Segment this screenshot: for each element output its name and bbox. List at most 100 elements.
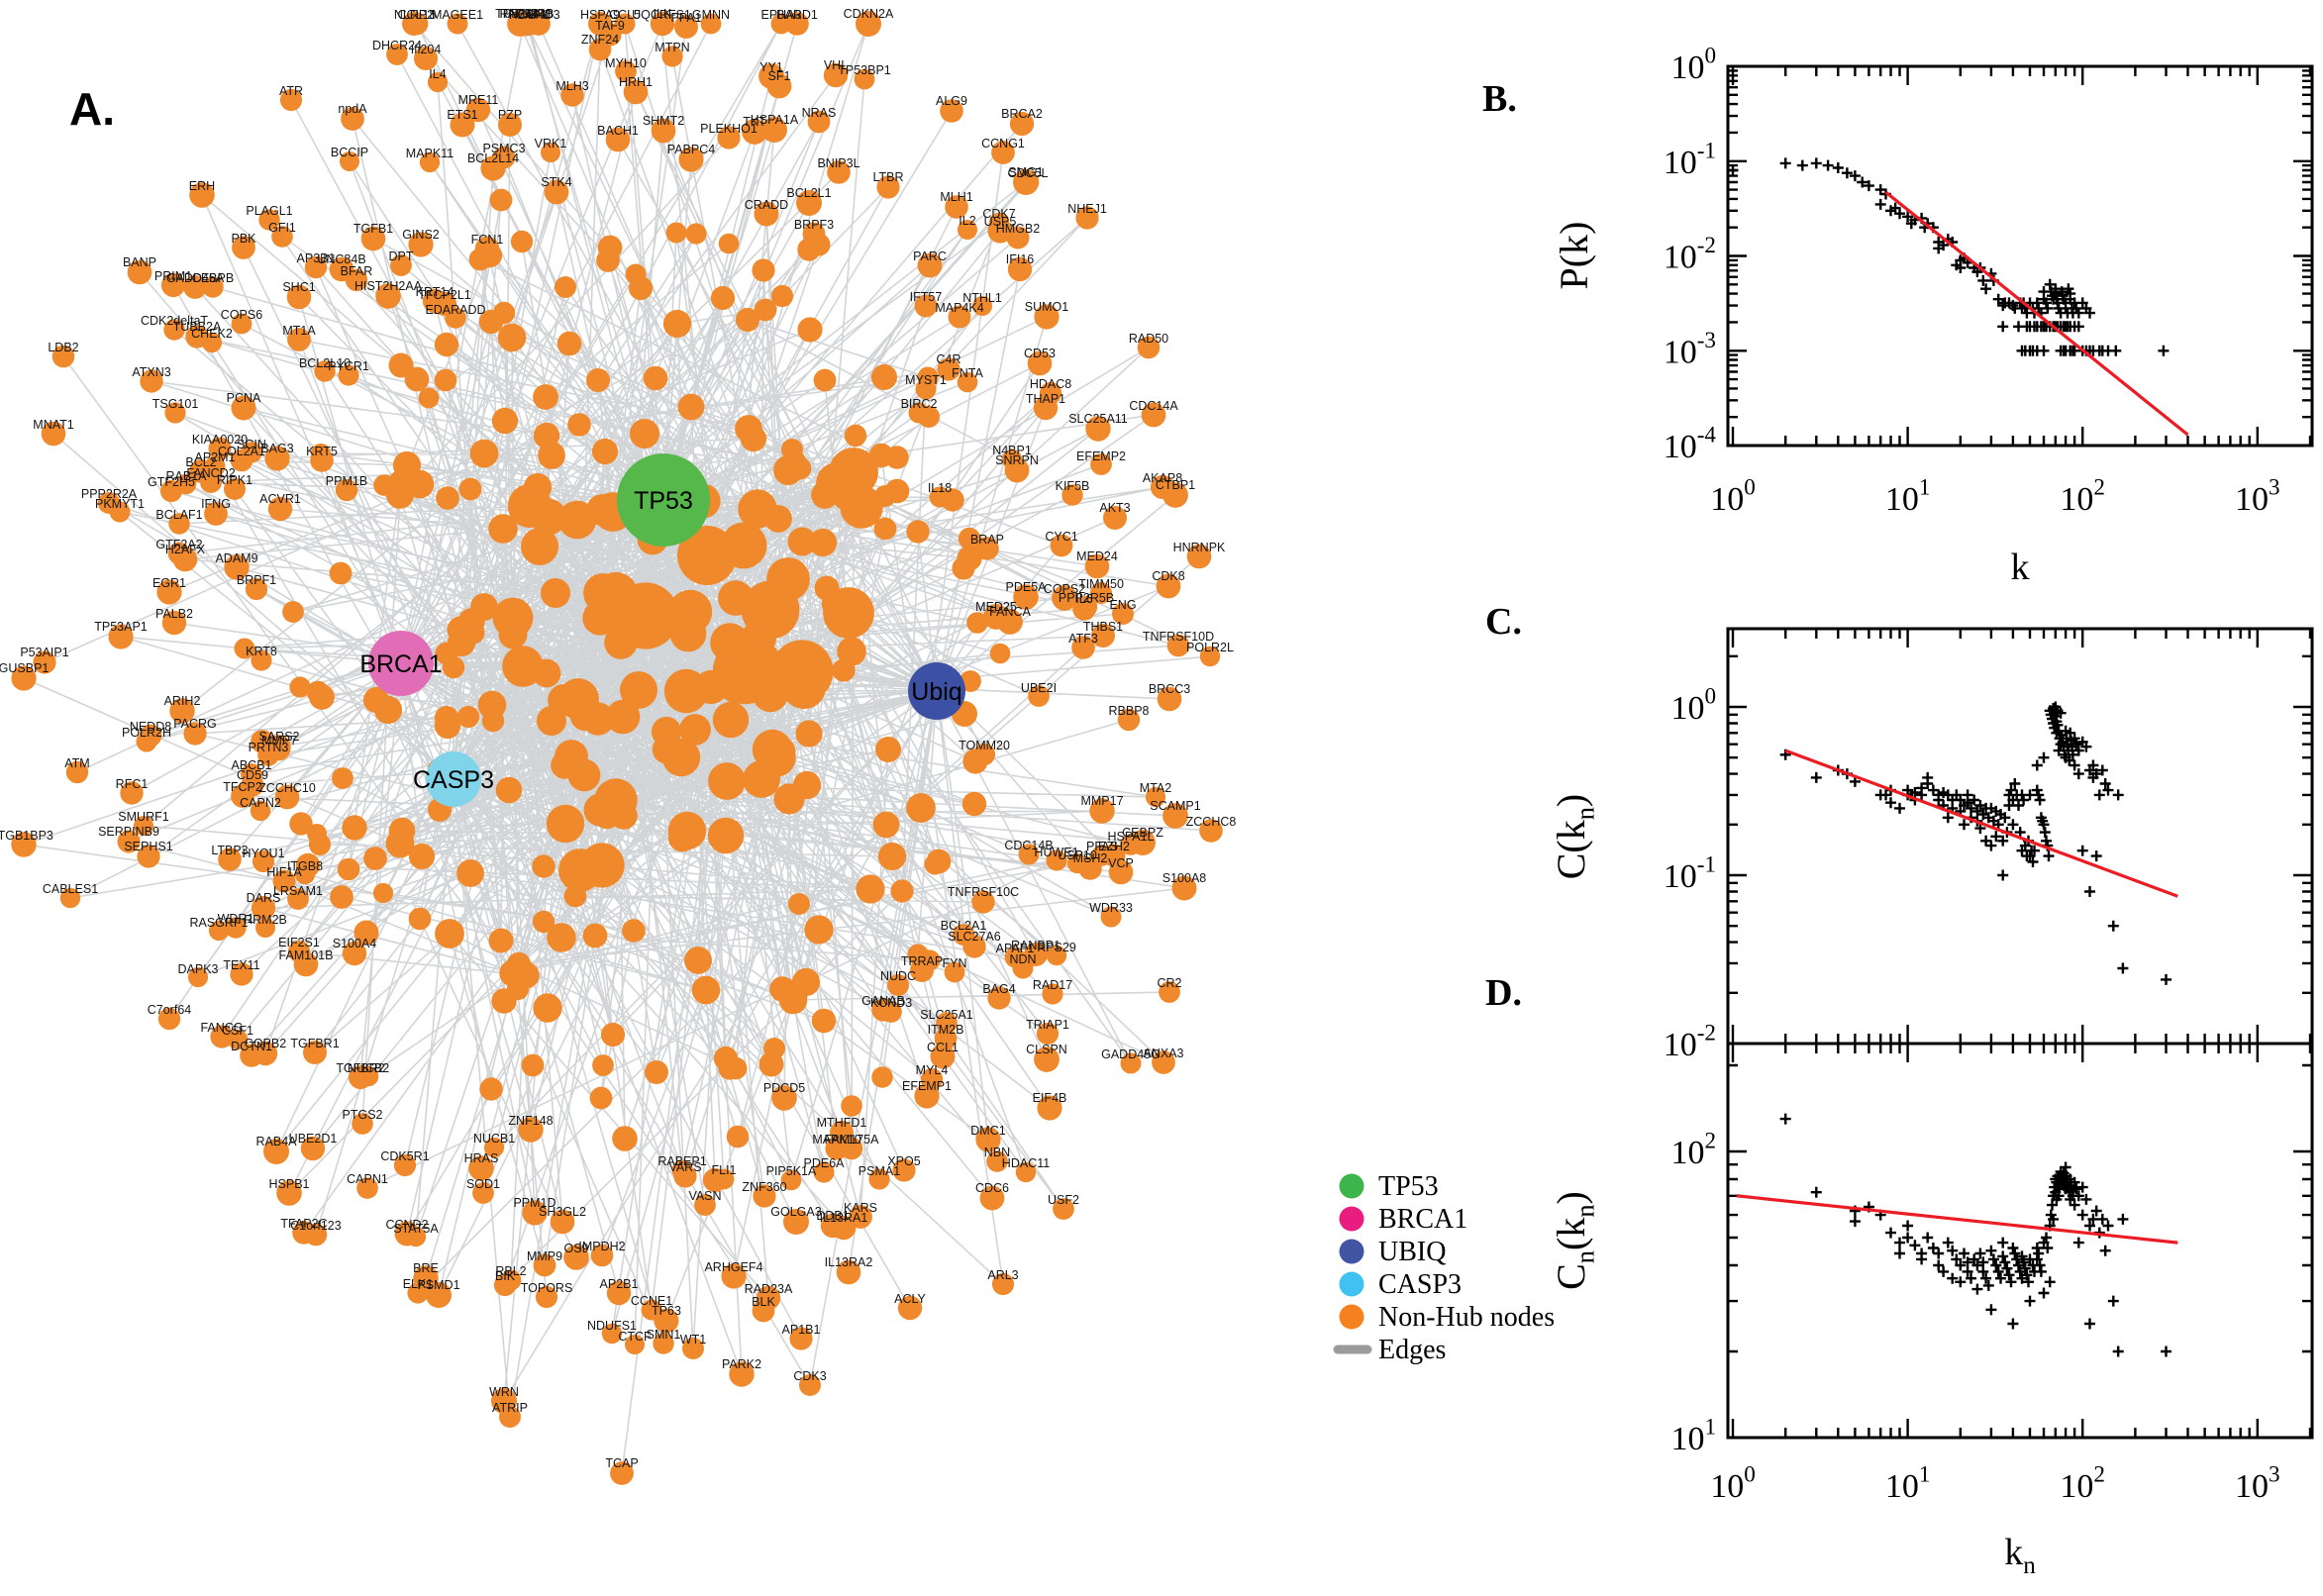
x-axis-tick-label: 101 — [1885, 1462, 1931, 1505]
network-node-label: PFAS — [1086, 840, 1118, 853]
y-axis-title: C(kn) — [1549, 794, 1600, 880]
network-node-label: TUBB2A — [173, 320, 222, 334]
network-node — [488, 928, 514, 953]
network-node — [726, 1125, 750, 1148]
network-node-label: CDK8 — [1152, 569, 1184, 583]
network-node-label: IL6 — [1075, 592, 1092, 606]
network-node — [897, 1295, 923, 1321]
y-axis-tick-label: 10-3 — [1664, 328, 1716, 370]
network-node — [586, 368, 610, 392]
panel-c-label: C. — [1485, 601, 1522, 643]
network-node — [1053, 1198, 1074, 1220]
network-node-label: TFCP2 — [223, 780, 262, 794]
network-node-label: BAG4 — [982, 982, 1015, 996]
network-node — [306, 680, 330, 704]
network-node — [310, 443, 332, 464]
network-node — [341, 107, 364, 131]
network-node-label: RAB4A — [256, 1135, 298, 1148]
network-node-label: TFAP2C — [280, 1217, 327, 1231]
network-node-label: CCNG1 — [981, 137, 1025, 150]
x-axis-tick-label: 102 — [2060, 1462, 2105, 1505]
network-node-label: DDB1 — [816, 1209, 849, 1223]
network-node — [754, 298, 777, 322]
network-node-label: CHEK2 — [191, 327, 233, 341]
network-node — [287, 328, 311, 351]
network-node — [945, 195, 968, 219]
network-node-label: CCL5 — [609, 8, 641, 22]
network-node — [385, 829, 415, 858]
network-node — [679, 714, 711, 746]
network-node — [721, 1263, 747, 1289]
network-node — [1100, 906, 1122, 928]
network-node — [563, 1245, 589, 1270]
network-node-label: UQCRFS1 — [632, 8, 691, 22]
network-node — [550, 1209, 575, 1235]
network-node-label: SOD1 — [466, 1177, 500, 1191]
panel-d-plot: 102 101 100 101 102 103 Cn(kn) kn — [1549, 1042, 2314, 1579]
network-node — [348, 1064, 373, 1090]
network-node — [393, 1153, 417, 1177]
network-node — [164, 402, 186, 424]
plot-frame — [1726, 1042, 2314, 1440]
network-node — [108, 624, 134, 649]
network-node-label: IL13RA2 — [825, 1255, 873, 1269]
network-node — [795, 720, 823, 748]
network-node-label: S100A4 — [333, 937, 377, 950]
network-node-label: HRH1 — [619, 75, 653, 89]
network-node — [11, 665, 37, 691]
network-node-label: IL2 — [959, 214, 975, 228]
fit-line — [1784, 748, 2178, 898]
network-node-label: ENG — [1109, 598, 1136, 612]
network-node-label: CDK3 — [793, 1369, 826, 1383]
network-node-label: FYN — [943, 956, 967, 970]
network-node — [356, 1177, 378, 1199]
network-node-label: BCL2L14 — [467, 151, 519, 165]
network-node-label: BAG3 — [260, 442, 293, 455]
network-node-label: CLSPN — [1026, 1043, 1067, 1056]
network-node — [405, 469, 435, 499]
network-node-label: TNFRSF10D — [1143, 630, 1214, 644]
network-node-label: LRSAM1 — [273, 884, 323, 898]
legend-swatch-dot — [1339, 1239, 1364, 1264]
network-node — [546, 804, 585, 844]
network-node-label: AP2M1 — [195, 450, 236, 464]
network-node — [140, 369, 163, 393]
network-node — [168, 513, 190, 535]
network-node-label: USF2 — [1048, 1193, 1079, 1207]
network-node — [601, 1323, 623, 1345]
network-node-label: MED24 — [1076, 549, 1118, 563]
network-node-label: SLC25A1 — [920, 1008, 973, 1022]
network-node — [1186, 544, 1212, 569]
network-node — [1018, 844, 1040, 865]
network-node — [495, 776, 523, 804]
network-node — [936, 1012, 958, 1034]
network-node — [489, 188, 513, 212]
network-node — [498, 620, 528, 649]
network-node-label: FANCG — [200, 1021, 243, 1035]
network-node-label: WRN — [489, 1385, 519, 1399]
network-node-label: GANAB — [861, 994, 905, 1008]
network-node — [483, 1137, 505, 1158]
network-node — [307, 824, 327, 844]
network-node-label: SHC1 — [282, 280, 315, 294]
network-node — [1071, 636, 1095, 659]
network-node — [788, 893, 810, 915]
network-node-label: RAD23A — [745, 1282, 793, 1296]
network-node — [1084, 553, 1110, 579]
network-node — [991, 1272, 1015, 1296]
network-node — [159, 479, 183, 503]
hub-label-tp53: TP53 — [634, 487, 693, 515]
network-node — [208, 437, 232, 460]
x-axis-tick-label: 101 — [1885, 475, 1931, 518]
network-node-label: THBS1 — [1083, 620, 1123, 634]
network-node-label: KCND3 — [870, 996, 912, 1010]
network-node — [1145, 786, 1166, 808]
network-node — [172, 547, 198, 572]
network-node-label: CAPN2 — [240, 796, 281, 810]
network-node — [590, 1244, 614, 1267]
network-node-label: ATF3 — [1068, 632, 1098, 646]
network-node-label: TKT — [743, 115, 766, 129]
network-node — [796, 190, 822, 216]
network-node — [1016, 170, 1040, 194]
network-node-label: ATRIP — [492, 1401, 528, 1415]
